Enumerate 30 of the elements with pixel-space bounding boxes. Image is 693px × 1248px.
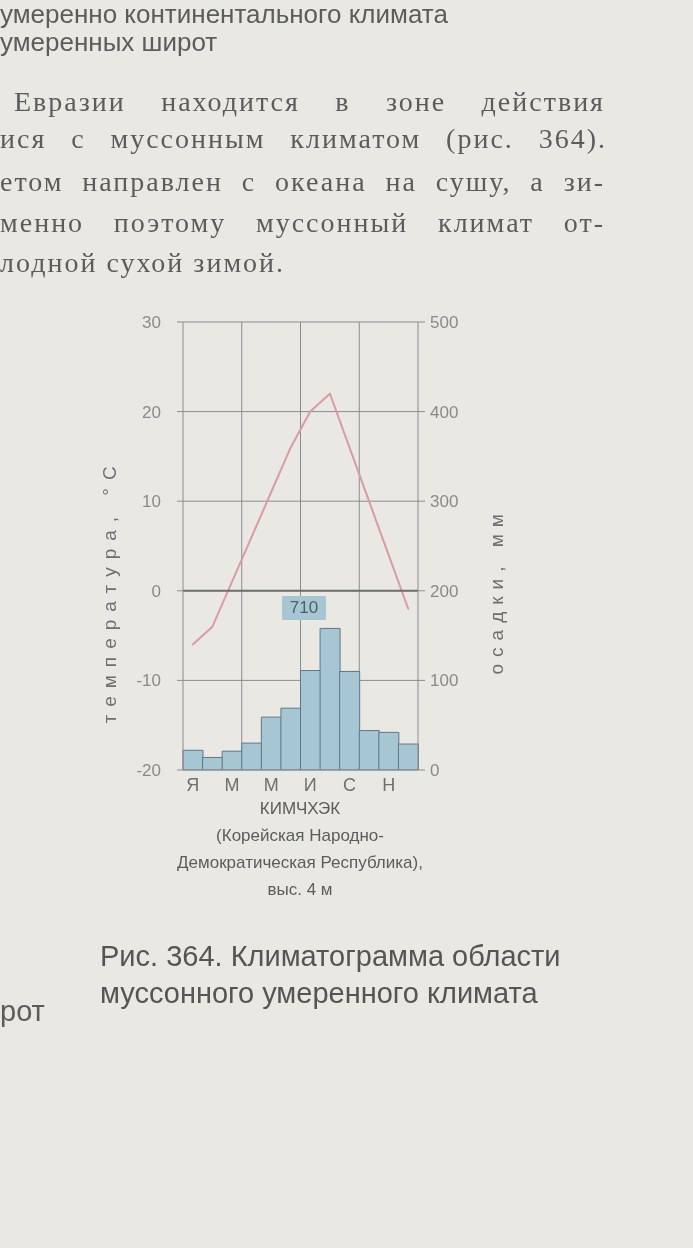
- annotation: 710: [282, 596, 326, 620]
- y-axis-title: температура, °С: [98, 458, 120, 724]
- y2-tick-label: 200: [430, 581, 459, 601]
- y-tick-label: -20: [136, 761, 161, 781]
- text: менно поэтому муссонный климат от-: [0, 206, 605, 240]
- y2-tick-label: 100: [430, 671, 459, 691]
- line-series: [191, 392, 410, 646]
- y-tick-label: 10: [142, 492, 161, 512]
- text: Евразии находится в зоне действия: [14, 85, 605, 119]
- x-tick-label: Н: [382, 774, 396, 795]
- text: етом направлен с океана на сушу, а зи-: [0, 165, 605, 199]
- y2-axis-title: осадки, мм: [485, 507, 507, 675]
- x-tick-label: И: [303, 774, 317, 795]
- text: лодной сухой зимой.: [0, 246, 286, 280]
- y-tick-label: -10: [136, 671, 161, 691]
- text: ися с муссонным климатом (рис. 364).: [0, 122, 607, 156]
- y2-tick-label: 500: [430, 313, 459, 333]
- y2-tick-label: 0: [430, 761, 440, 781]
- y-tick-label: 30: [142, 313, 161, 333]
- x-tick-label: Я: [186, 774, 200, 795]
- text: Рис. 364. Климатограмма области муссонного умеренного климата: [100, 939, 562, 1011]
- y-tick-label: 0: [151, 581, 161, 601]
- text: КИМЧХЭК (Корейская Народно-Демократическая Республика), выс. 4 м: [176, 798, 424, 901]
- y2-tick-label: 300: [430, 492, 459, 512]
- x-tick-label: С: [342, 774, 356, 795]
- text: рот: [0, 994, 45, 1028]
- x-tick-label: М: [224, 774, 240, 795]
- y-tick-label: 20: [142, 402, 161, 422]
- x-tick-label: М: [263, 774, 279, 795]
- y2-tick-label: 400: [430, 402, 459, 422]
